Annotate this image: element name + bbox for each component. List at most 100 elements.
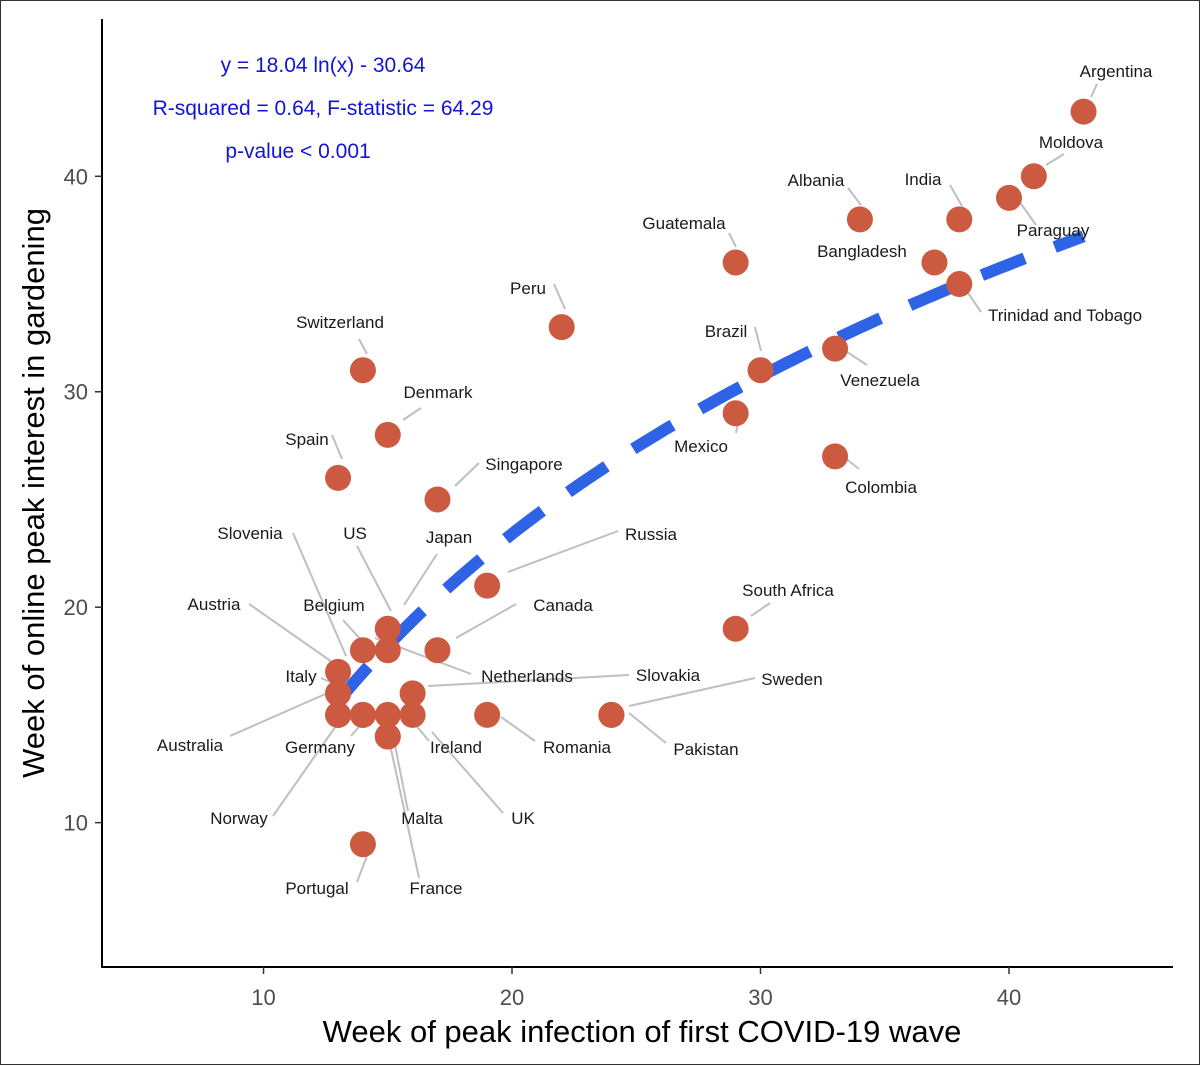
x-tick-label: 10	[251, 985, 275, 1010]
label-pakistan: Pakistan	[673, 740, 738, 759]
leader-trinidad-and-tobago	[967, 292, 982, 313]
equation-annotation: y = 18.04 ln(x) - 30.64	[221, 54, 426, 77]
leader-canada	[455, 603, 517, 639]
point-norway	[325, 701, 352, 728]
label-uk: UK	[511, 809, 535, 828]
leader-switzerland	[358, 338, 368, 355]
point-argentina	[1070, 98, 1097, 125]
leader-norway	[272, 712, 346, 817]
label-romania: Romania	[543, 738, 612, 757]
label-france: France	[410, 879, 463, 898]
point-switzerland	[349, 357, 376, 384]
label-albania: Albania	[788, 171, 845, 190]
trend-line	[333, 230, 1086, 706]
label-india: India	[905, 170, 942, 189]
point-paraguay	[995, 184, 1022, 211]
data-points	[325, 98, 1097, 858]
point-india	[946, 206, 973, 233]
label-south-africa: South Africa	[742, 581, 834, 600]
point-albania	[846, 206, 873, 233]
point-guatemala	[722, 249, 749, 276]
label-ireland: Ireland	[430, 738, 482, 757]
point-belgium	[349, 637, 376, 664]
label-bangladesh: Bangladesh	[817, 242, 907, 261]
label-japan: Japan	[426, 528, 472, 547]
leader-russia	[507, 530, 619, 573]
point-colombia	[822, 443, 849, 470]
point-spain	[325, 464, 352, 491]
leader-albania	[847, 187, 862, 206]
label-australia: Australia	[157, 736, 224, 755]
p-value-annotation: p-value < 0.001	[225, 140, 370, 163]
label-us: US	[343, 524, 367, 543]
leader-moldova	[1045, 153, 1065, 166]
label-austria: Austria	[188, 595, 241, 614]
point-slovakia	[399, 680, 426, 707]
leader-denmark	[402, 407, 422, 421]
point-uk	[399, 701, 426, 728]
point-ireland	[374, 701, 401, 728]
label-venezuela: Venezuela	[840, 371, 920, 390]
label-malta: Malta	[401, 809, 443, 828]
leader-portugal	[356, 855, 368, 883]
label-slovenia: Slovenia	[217, 524, 283, 543]
point-venezuela	[822, 335, 849, 362]
leader-sweden	[628, 677, 756, 707]
r-squared-annotation: R-squared = 0.64, F-statistic = 64.29	[153, 97, 494, 120]
y-tick-label: 20	[64, 595, 88, 620]
label-argentina: Argentina	[1080, 62, 1153, 81]
point-france	[374, 723, 401, 750]
leader-guatemala	[728, 232, 737, 248]
leader-slovakia	[427, 674, 630, 687]
point-moldova	[1020, 163, 1047, 190]
point-denmark	[374, 421, 401, 448]
label-brazil: Brazil	[705, 322, 748, 341]
label-colombia: Colombia	[845, 478, 917, 497]
label-spain: Spain	[285, 430, 328, 449]
label-denmark: Denmark	[404, 383, 473, 402]
leader-paraguay	[1018, 200, 1037, 226]
leader-brazil	[754, 326, 762, 352]
x-ticks: 10 20 30 40	[251, 967, 1021, 1010]
point-romania	[474, 701, 501, 728]
point-slovenia	[325, 658, 352, 685]
point-brazil	[747, 357, 774, 384]
x-tick-label: 30	[748, 985, 772, 1010]
point-australia	[325, 680, 352, 707]
label-germany: Germany	[285, 738, 355, 757]
leader-peru	[553, 283, 566, 310]
x-axis-title: Week of peak infection of first COVID-19…	[323, 1014, 962, 1049]
point-south-africa	[722, 615, 749, 642]
point-canada	[424, 637, 451, 664]
label-portugal: Portugal	[285, 879, 348, 898]
leader-uk	[431, 731, 504, 814]
leader-argentina	[1090, 83, 1098, 98]
label-peru: Peru	[510, 279, 546, 298]
point-peru	[548, 314, 575, 341]
label-sweden: Sweden	[761, 670, 822, 689]
y-axis-title: Week of online peak interest in gardenin…	[16, 208, 51, 778]
y-tick-label: 30	[64, 380, 88, 405]
y-tick-label: 10	[64, 811, 88, 836]
label-canada: Canada	[533, 596, 593, 615]
label-guatemala: Guatemala	[642, 214, 726, 233]
leader-singapore	[454, 462, 480, 487]
x-tick-label: 40	[997, 985, 1021, 1010]
point-us	[374, 615, 401, 642]
label-italy: Italy	[285, 667, 317, 686]
leader-belgium	[342, 619, 363, 642]
point-pakistan	[598, 701, 625, 728]
leader-south-africa	[750, 602, 771, 617]
leader-australia	[229, 687, 340, 737]
label-switzerland: Switzerland	[296, 313, 384, 332]
leader-romania	[500, 716, 536, 742]
label-norway: Norway	[210, 809, 268, 828]
point-russia	[474, 572, 501, 599]
leader-india	[949, 184, 963, 207]
point-mexico	[722, 400, 749, 427]
y-ticks: 10 20 30 40	[64, 164, 102, 836]
point-bangladesh	[921, 249, 948, 276]
label-russia: Russia	[625, 525, 678, 544]
